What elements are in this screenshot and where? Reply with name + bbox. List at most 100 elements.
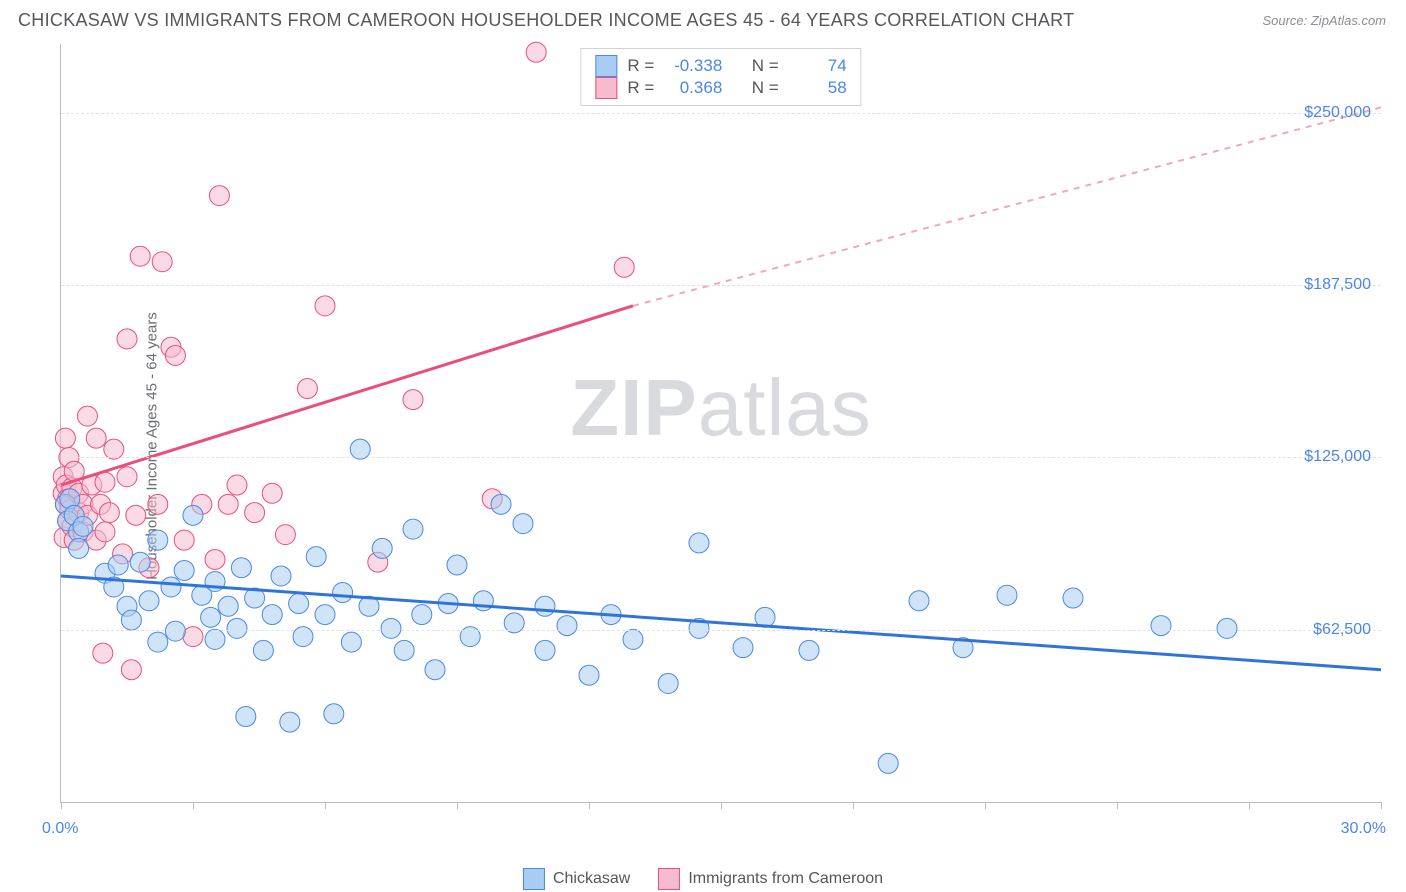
legend-swatch-series1 <box>523 868 545 890</box>
data-point <box>148 530 168 550</box>
data-point <box>55 428 75 448</box>
data-point <box>148 632 168 652</box>
swatch-series1 <box>595 55 617 77</box>
data-point <box>262 605 282 625</box>
data-point <box>733 638 753 658</box>
gridline <box>61 113 1381 114</box>
data-point <box>535 596 555 616</box>
data-point <box>1151 616 1171 636</box>
stats-row-series2: R = 0.368 N = 58 <box>595 77 846 99</box>
data-point <box>394 640 414 660</box>
data-point <box>315 605 335 625</box>
data-point <box>799 640 819 660</box>
data-point <box>121 610 141 630</box>
gridline <box>61 285 1381 286</box>
data-point <box>165 345 185 365</box>
data-point <box>614 257 634 277</box>
data-point <box>425 660 445 680</box>
x-tick <box>1249 802 1250 809</box>
data-point <box>350 439 370 459</box>
data-point <box>218 596 238 616</box>
data-point <box>86 428 106 448</box>
data-point <box>579 665 599 685</box>
data-point <box>245 503 265 523</box>
data-point <box>381 618 401 638</box>
x-tick <box>325 802 326 809</box>
x-tick <box>1117 802 1118 809</box>
data-point <box>104 439 124 459</box>
y-tick-label: $250,000 <box>1304 104 1371 122</box>
data-point <box>209 186 229 206</box>
x-tick <box>61 802 62 809</box>
data-point <box>491 494 511 514</box>
data-point <box>227 475 247 495</box>
data-point <box>403 390 423 410</box>
data-point <box>130 552 150 572</box>
data-point <box>174 530 194 550</box>
data-point <box>183 505 203 525</box>
legend-item-series2: Immigrants from Cameroon <box>658 868 883 890</box>
data-point <box>69 538 89 558</box>
source-label: Source: ZipAtlas.com <box>1262 13 1386 28</box>
data-point <box>689 533 709 553</box>
data-point <box>117 467 137 487</box>
data-point <box>161 577 181 597</box>
x-tick <box>853 802 854 809</box>
data-point <box>535 640 555 660</box>
data-point <box>447 555 467 575</box>
y-tick-label: $187,500 <box>1304 276 1371 294</box>
x-tick <box>985 802 986 809</box>
swatch-series2 <box>595 77 617 99</box>
x-tick <box>457 802 458 809</box>
data-point <box>658 673 678 693</box>
legend-swatch-series2 <box>658 868 680 890</box>
legend-label-series2: Immigrants from Cameroon <box>688 870 883 888</box>
x-tick <box>721 802 722 809</box>
data-point <box>99 503 119 523</box>
data-point <box>95 472 115 492</box>
data-point <box>93 643 113 663</box>
data-point <box>372 538 392 558</box>
data-point <box>262 483 282 503</box>
data-point <box>231 558 251 578</box>
regression-line <box>633 107 1381 305</box>
legend-label-series1: Chickasaw <box>553 870 630 888</box>
data-point <box>623 629 643 649</box>
data-point <box>130 246 150 266</box>
data-point <box>139 591 159 611</box>
data-point <box>315 296 335 316</box>
data-point <box>174 560 194 580</box>
data-point <box>77 406 97 426</box>
data-point <box>403 519 423 539</box>
y-tick-label: $62,500 <box>1313 621 1371 639</box>
data-point <box>205 549 225 569</box>
data-point <box>297 379 317 399</box>
scatter-plot-svg <box>61 44 1381 802</box>
data-point <box>271 566 291 586</box>
data-point <box>412 605 432 625</box>
y-tick-label: $125,000 <box>1304 448 1371 466</box>
data-point <box>526 42 546 62</box>
footer-legend: Chickasaw Immigrants from Cameroon <box>523 868 883 890</box>
x-axis-min-label: 0.0% <box>42 820 78 838</box>
data-point <box>280 712 300 732</box>
data-point <box>227 618 247 638</box>
stats-row-series1: R = -0.338 N = 74 <box>595 55 846 77</box>
x-tick <box>1381 802 1382 809</box>
chart-plot-area: ZIPatlas R = -0.338 N = 74 R = 0.368 N =… <box>60 44 1381 803</box>
data-point <box>306 547 326 567</box>
data-point <box>117 329 137 349</box>
chart-title: CHICKASAW VS IMMIGRANTS FROM CAMEROON HO… <box>18 10 1074 31</box>
data-point <box>557 616 577 636</box>
data-point <box>997 585 1017 605</box>
legend-item-series1: Chickasaw <box>523 868 630 890</box>
gridline <box>61 630 1381 631</box>
x-tick <box>589 802 590 809</box>
data-point <box>275 525 295 545</box>
data-point <box>909 591 929 611</box>
data-point <box>73 516 93 536</box>
data-point <box>324 704 344 724</box>
data-point <box>148 494 168 514</box>
data-point <box>878 753 898 773</box>
data-point <box>1217 618 1237 638</box>
